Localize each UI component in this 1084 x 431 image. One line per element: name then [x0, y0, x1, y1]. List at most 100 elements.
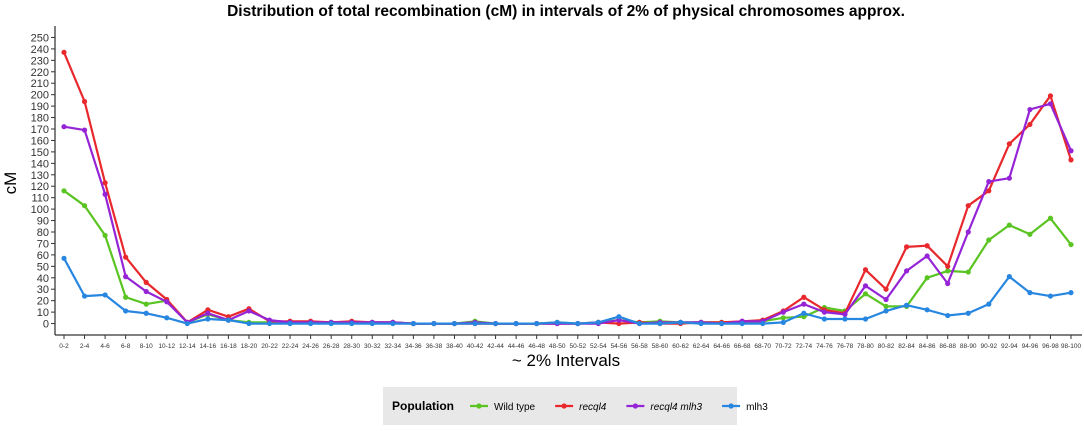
y-tick-label: 70	[37, 238, 49, 250]
data-point	[945, 263, 951, 269]
data-point	[492, 320, 499, 327]
data-point	[61, 124, 67, 130]
x-tick-label: 68-70	[754, 343, 771, 350]
data-point	[102, 180, 108, 186]
x-tick-label: 26-28	[323, 343, 340, 350]
y-tick-label: 230	[31, 55, 49, 67]
x-tick-label: 82-84	[898, 343, 915, 350]
x-tick-label: 4-6	[100, 343, 110, 350]
data-point	[1027, 231, 1033, 237]
x-tick-label: 12-14	[179, 343, 196, 350]
legend-swatch-point	[728, 403, 734, 409]
x-tick-label: 86-88	[939, 343, 956, 350]
data-point	[986, 301, 992, 307]
x-tick-label: 10-12	[158, 343, 175, 350]
x-tick-label: 66-68	[734, 343, 751, 350]
data-point	[123, 308, 129, 314]
y-tick-label: 150	[31, 147, 49, 159]
series-line	[62, 51, 1073, 325]
series-line	[63, 189, 1072, 325]
data-point	[575, 320, 581, 327]
data-point	[924, 307, 930, 313]
data-point	[698, 320, 704, 327]
x-tick-label: 60-62	[672, 343, 689, 350]
x-tick-label: 18-20	[241, 343, 258, 350]
data-point	[883, 296, 889, 303]
data-point	[903, 302, 910, 308]
data-point	[780, 315, 786, 321]
y-tick-label: 50	[37, 261, 49, 273]
data-point	[965, 310, 971, 316]
data-point	[143, 310, 149, 316]
data-point	[821, 309, 827, 315]
legend-title: Population	[392, 399, 454, 413]
data-point	[431, 320, 437, 327]
x-tick-label: 22-24	[282, 343, 299, 350]
data-point	[801, 310, 807, 316]
x-tick-label: 50-52	[569, 343, 586, 350]
data-point	[842, 311, 848, 317]
x-tick-label: 34-36	[405, 343, 422, 350]
data-point	[472, 320, 478, 327]
y-axis-label: cM	[1, 172, 20, 195]
data-point	[1006, 175, 1012, 181]
y-tick-label: 190	[31, 101, 49, 113]
data-point	[61, 188, 67, 194]
x-tick-label: 48-50	[549, 343, 566, 350]
data-point	[349, 320, 355, 327]
data-point	[986, 237, 992, 243]
data-point	[246, 320, 252, 327]
data-point	[739, 320, 745, 327]
y-tick-label: 60	[37, 250, 49, 262]
data-point	[123, 254, 129, 260]
y-tick-label: 180	[31, 113, 49, 125]
data-point	[61, 49, 67, 55]
data-point	[81, 203, 88, 209]
data-point	[61, 255, 67, 261]
data-point	[287, 320, 293, 327]
legend-label: mlh3	[746, 402, 768, 413]
data-point	[780, 319, 786, 326]
data-point	[81, 293, 88, 299]
y-tick-label: 120	[31, 181, 49, 193]
x-tick-label: 38-40	[446, 343, 463, 350]
y-tick-label: 10	[37, 307, 49, 319]
x-tick-label: 52-54	[590, 343, 607, 350]
data-point	[328, 320, 334, 327]
data-point	[534, 320, 540, 327]
data-point	[821, 316, 827, 322]
data-point	[945, 280, 951, 287]
data-point	[143, 301, 149, 307]
data-point	[1068, 290, 1074, 296]
data-point	[390, 320, 396, 327]
data-point	[903, 244, 910, 250]
data-point	[801, 301, 807, 307]
x-tick-label: 42-44	[487, 343, 504, 350]
data-point	[986, 188, 992, 194]
y-tick-label: 250	[31, 32, 49, 44]
y-tick-label: 40	[37, 273, 49, 285]
data-point	[903, 268, 910, 274]
data-point	[760, 320, 766, 327]
y-tick-label: 140	[31, 158, 49, 170]
data-point	[164, 315, 170, 321]
data-point	[369, 320, 375, 327]
data-point	[266, 320, 273, 327]
x-tick-label: 72-74	[796, 343, 813, 350]
legend-item: recql4 mlh3	[626, 402, 703, 413]
data-point	[1047, 293, 1054, 299]
series-mlh3	[61, 255, 1074, 327]
data-point	[164, 299, 170, 305]
x-tick-label: 40-42	[467, 343, 484, 350]
series-wild-type	[61, 188, 1074, 327]
y-tick-label: 220	[31, 67, 49, 79]
data-point	[1068, 241, 1074, 248]
x-tick-label: 70-72	[775, 343, 792, 350]
data-point	[102, 191, 108, 197]
x-tick-label: 56-58	[631, 343, 648, 350]
data-point	[1068, 157, 1074, 163]
data-point	[657, 320, 663, 327]
data-point	[184, 320, 190, 327]
x-tick-label: 46-48	[528, 343, 545, 350]
